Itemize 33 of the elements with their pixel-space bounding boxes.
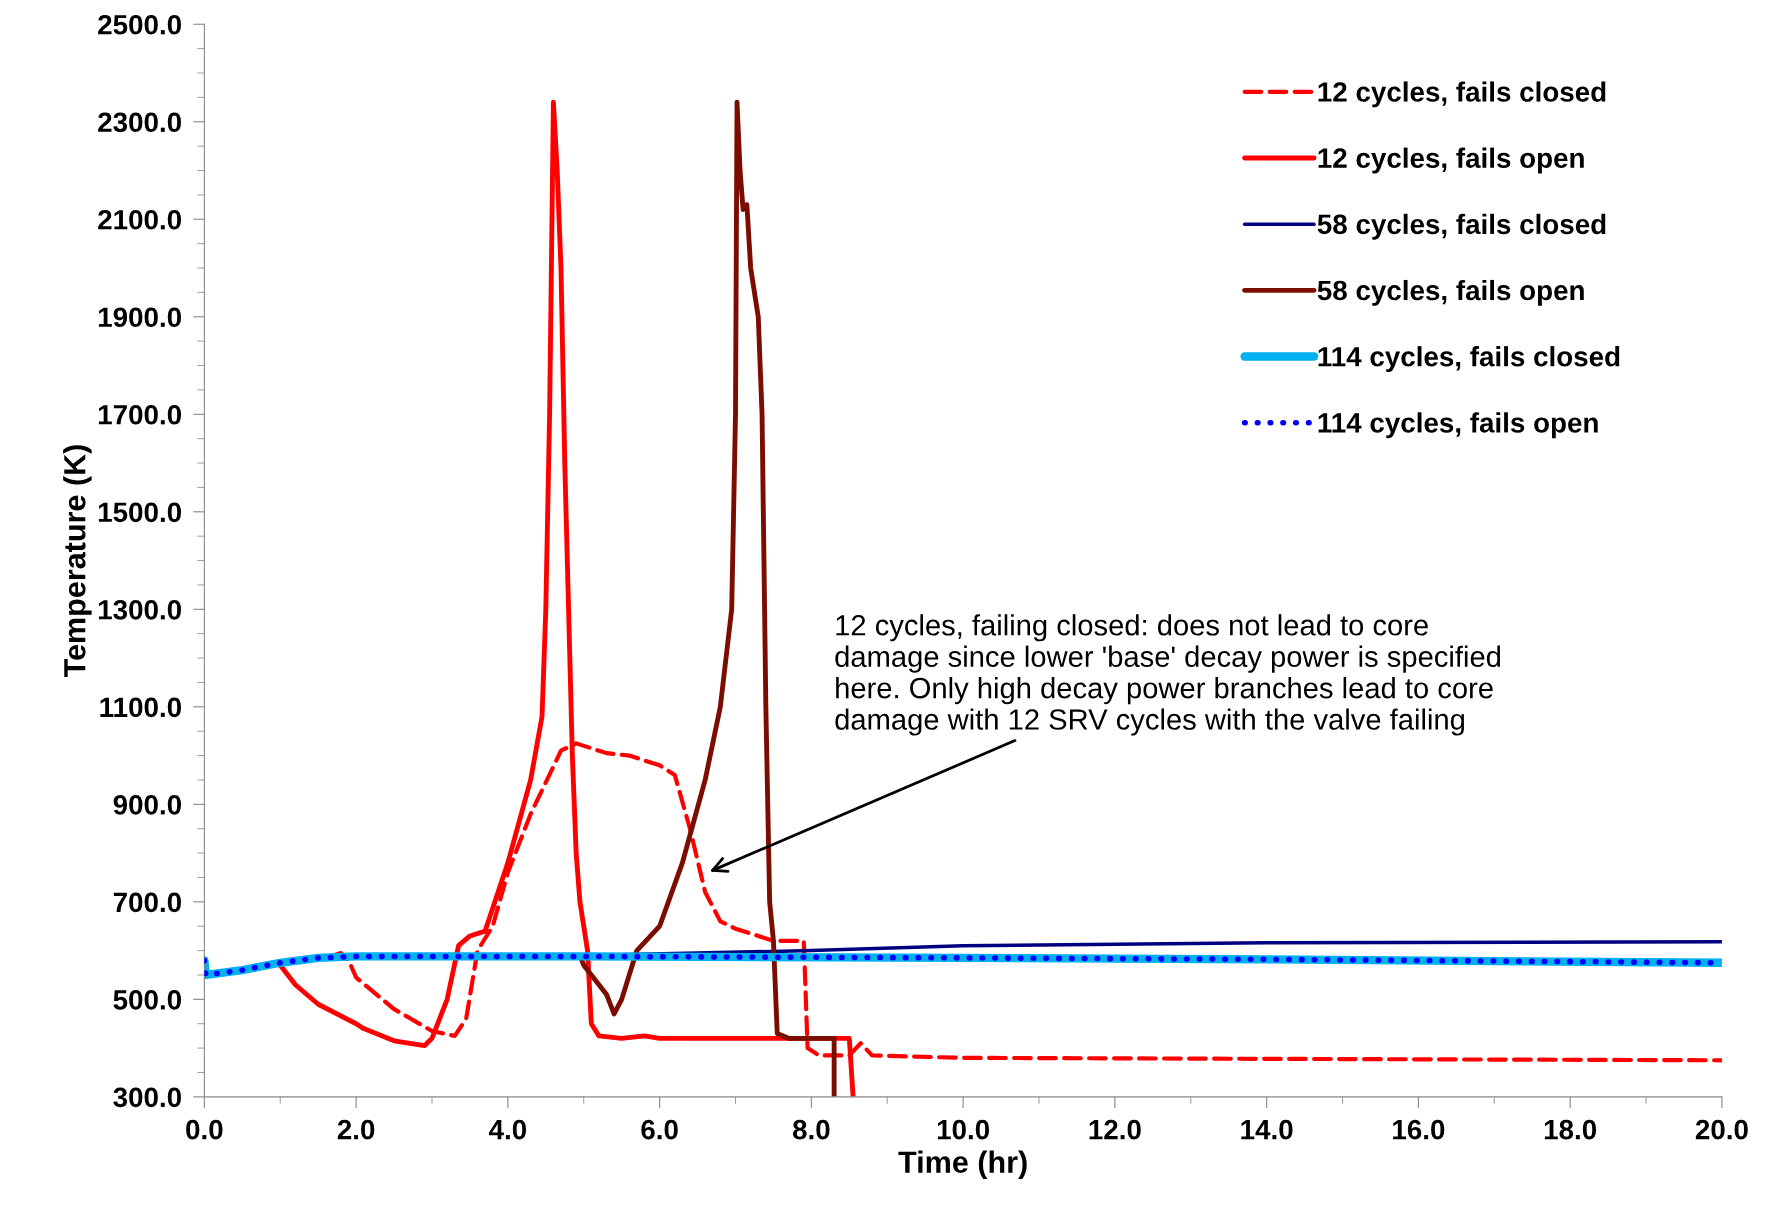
y-tick-label: 1500.0 (98, 502, 181, 523)
legend-label: 58 cycles, fails closed (1317, 213, 1606, 240)
x-tick-label: 4.0 (488, 1119, 527, 1140)
x-tick-label: 2.0 (337, 1119, 375, 1140)
y-tick-label: 900.0 (113, 795, 181, 815)
y-tick-label: 2500.0 (98, 14, 181, 35)
y-tick-label: 2300.0 (98, 112, 181, 133)
y-tick-label: 1700.0 (98, 404, 181, 425)
x-tick-label: 18.0 (1544, 1119, 1597, 1140)
y-tick-label: 700.0 (113, 892, 181, 913)
y-tick-label: 500.0 (113, 990, 181, 1010)
x-tick-label: 10.0 (937, 1119, 990, 1140)
y-tick-label: 300.0 (113, 1087, 181, 1108)
x-tick-label: 6.0 (641, 1119, 678, 1140)
y-tick-label: 1300.0 (98, 599, 181, 620)
y-tick-label: 1100.0 (100, 697, 181, 718)
legend-label: 114 cycles, fails closed (1318, 346, 1620, 372)
legend-label: 58 cycles, fails open (1317, 279, 1584, 306)
line-series (577, 99, 837, 1097)
legend-label: 114 cycles, fails open (1318, 412, 1598, 439)
x-tick-label: 0.0 (186, 1119, 223, 1140)
x-tick-label: 16.0 (1393, 1119, 1445, 1140)
annotation: 12 cycles, failing closed: does not lead to core damage since lower 'base' decay power is specified here. Only high decay power branches lead to core damage with 12 SRV cycles with the valve failing (835, 614, 1501, 736)
x-tick-label: 20.0 (1695, 1119, 1748, 1140)
x-tick-label: 14.0 (1241, 1119, 1293, 1140)
legend-label: 12 cycles, fails open (1318, 147, 1584, 174)
y-tick-label: 2100.0 (98, 209, 181, 230)
x-tick-label: 12.0 (1089, 1119, 1141, 1140)
legend-label: 12 cycles, fails closed (1318, 81, 1606, 108)
y-axis-title: Temperature (K) (63, 445, 92, 678)
y-tick-label: 1900.0 (98, 307, 181, 328)
x-axis-title: Time (hr) (898, 1150, 1027, 1180)
x-tick-label: 8.0 (792, 1119, 830, 1140)
